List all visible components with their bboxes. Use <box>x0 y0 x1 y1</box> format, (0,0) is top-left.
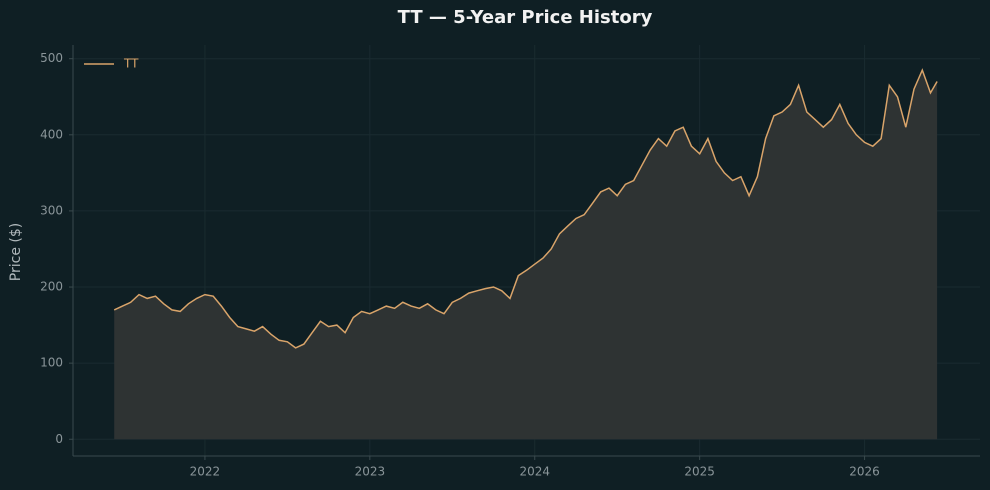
x-tick-label: 2025 <box>684 465 715 479</box>
x-tick-label: 2022 <box>190 465 221 479</box>
y-tick-label: 500 <box>40 51 63 65</box>
x-tick-label: 2023 <box>355 465 386 479</box>
x-tick-label: 2024 <box>519 465 550 479</box>
area <box>114 70 938 440</box>
y-tick-label: 200 <box>40 280 63 294</box>
y-tick-label: 0 <box>55 432 63 446</box>
y-tick-label: 400 <box>40 127 63 141</box>
x-tick-label: 2026 <box>849 465 880 479</box>
line <box>113 68 938 349</box>
y-axis-label: Price ($) <box>8 223 24 281</box>
y-tick-label: 300 <box>40 203 63 217</box>
legend-label: TT <box>123 57 139 71</box>
y-tick-label: 100 <box>40 356 63 370</box>
chart-title: TT — 5-Year Price History <box>398 7 653 28</box>
